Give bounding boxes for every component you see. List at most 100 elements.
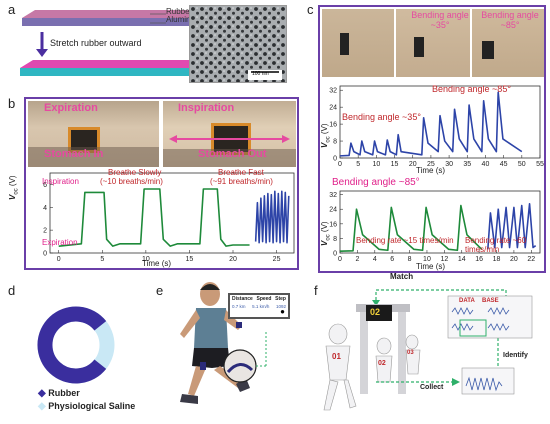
label-expiration-photo: Expiration [44, 102, 98, 114]
legend-rubber-text: Rubber [48, 388, 80, 398]
c-bot-ylabel: Voc (V) [320, 221, 332, 246]
f-identify: Identify [503, 352, 528, 359]
c-bot-ann-15: Bending rate ~15 times/min [356, 236, 454, 245]
x-tick-label: 16 [475, 256, 483, 263]
panel-a-label: a [8, 2, 16, 17]
fitness-display: Distance Speed Step 0.7 km 5.1 km/h 1092… [228, 293, 290, 319]
chart-c-top: 0 5 10 15 20 25 30 35 40 45 50 55 0 8 16 24 32 [329, 85, 544, 168]
f-person-1: 01 [332, 352, 341, 361]
x-tick-label: 10 [423, 256, 431, 263]
aluminum-label: Aluminum [166, 15, 202, 24]
label-stomach-in: Stomach In [44, 148, 104, 160]
f-display-number: 02 [370, 307, 381, 317]
x-tick-label: 55 [536, 161, 544, 168]
val-distance: 0.7 km [232, 304, 246, 309]
sem-image [189, 5, 287, 83]
legend-saline-text: Physiological Saline [48, 401, 136, 411]
b-ylabel-sub: oc [13, 188, 20, 195]
x-tick-label: 20 [409, 161, 417, 168]
y-tick-label: 8 [333, 236, 337, 243]
b-ylabel-v: V [8, 194, 17, 200]
f-person-2: 02 [378, 360, 386, 367]
legend-rubber: ◆ Rubber [38, 388, 80, 399]
hdr-speed: Speed [256, 296, 272, 302]
series-line-2 [254, 190, 290, 244]
diamond-icon-rubber: ◆ [38, 388, 46, 399]
c-top-xlabel: Time (s) [416, 166, 446, 175]
x-tick-label: 5 [100, 256, 104, 263]
b-ann-slow: Breathe Slowly [108, 168, 162, 177]
y-tick-label: 24 [329, 105, 337, 112]
c-top-ann-85: Bending angle ~85° [432, 84, 511, 94]
x-tick-label: 18 [493, 256, 501, 263]
x-tick-label: 5 [356, 161, 360, 168]
diamond-icon-saline: ◆ [38, 401, 46, 412]
rubber-layer-bottom [20, 60, 228, 68]
panel-b-label: b [8, 96, 16, 111]
series-line-2 [487, 202, 537, 250]
rubber-layer-top [22, 10, 228, 18]
c-bot-ann-60: Bending rate ~60 times/min [465, 236, 527, 254]
c-bot-ann-85: Bending angle ~85° [332, 177, 420, 188]
series-line-1 [339, 91, 523, 157]
x-tick-label: 15 [186, 256, 194, 263]
walking-icon: ● [280, 307, 285, 316]
x-tick-label: 4 [373, 256, 377, 263]
f-collect: Collect [420, 384, 444, 391]
val-step: 1092 [275, 304, 286, 309]
c-photo-label-85: Bending angle ~85° [481, 10, 539, 30]
f-person-3: 03 [407, 350, 414, 356]
f-database-2: BASE [482, 298, 499, 304]
x-tick-label: 20 [229, 256, 237, 263]
b-ann-expiration: Expiration [42, 238, 78, 247]
ring-diagram [37, 306, 115, 384]
panel-f-label: f [314, 283, 318, 298]
c-photo-label-35: Bending angle ~35° [411, 10, 469, 30]
identification-scene [323, 289, 533, 411]
series-line-1 [339, 204, 483, 252]
c-bot-ylabel-v: V [320, 240, 329, 246]
b-xlabel: Time (s) [142, 259, 172, 268]
c-bot-ylabel-unit: (V) [320, 221, 329, 235]
stretch-label: Stretch rubber outward [50, 38, 142, 48]
x-tick-label: 40 [482, 161, 490, 168]
x-tick-label: 45 [500, 161, 508, 168]
x-tick-label: 0 [57, 256, 61, 263]
b-ann-fast: Breathe Fast [218, 168, 264, 177]
c-top-ann-35: Bending angle ~35° [342, 112, 421, 122]
x-tick-label: 8 [408, 256, 412, 263]
y-tick-label: 0 [333, 251, 337, 258]
x-tick-label: 10 [372, 161, 380, 168]
x-tick-label: 6 [390, 256, 394, 263]
y-tick-label: 0 [333, 156, 337, 163]
y-tick-label: 0 [43, 251, 47, 258]
y-tick-label: 6 [43, 182, 47, 189]
y-tick-label: 32 [329, 88, 337, 95]
b-ann-inspiration: Inspiration [42, 177, 79, 186]
x-tick-label: 12 [440, 256, 448, 263]
series-line-1 [58, 188, 250, 247]
c-top-ylabel: Voc (V) [320, 123, 332, 148]
panel-c-label: c [307, 2, 314, 17]
label-inspiration-photo: Inspiration [178, 102, 235, 114]
b-ann-fast-rate: (~91 breaths/min) [210, 177, 273, 186]
photo-leg-85 [472, 9, 544, 77]
y-tick-label: 2 [43, 228, 47, 235]
x-tick-label: 35 [463, 161, 471, 168]
x-tick-label: 15 [391, 161, 399, 168]
panel-b-frame [24, 97, 299, 270]
y-tick-label: 24 [329, 207, 337, 214]
x-tick-label: 50 [518, 161, 526, 168]
x-tick-label: 2 [355, 256, 359, 263]
rubber-label: Rubber [166, 7, 193, 16]
chart-b: 0 5 10 15 20 25 0 2 4 6 [43, 172, 295, 263]
plot-frame [339, 190, 541, 254]
f-match: Match [390, 272, 414, 281]
x-tick-label: 0 [338, 161, 342, 168]
photo-stomach-out [163, 101, 296, 167]
photo-leg-35 [396, 9, 470, 77]
b-ylabel: Voc (V) [8, 175, 20, 200]
label-stomach-out: Stomach Out [198, 148, 267, 160]
b-ann-slow-rate: (~10 breaths/min) [100, 177, 163, 186]
